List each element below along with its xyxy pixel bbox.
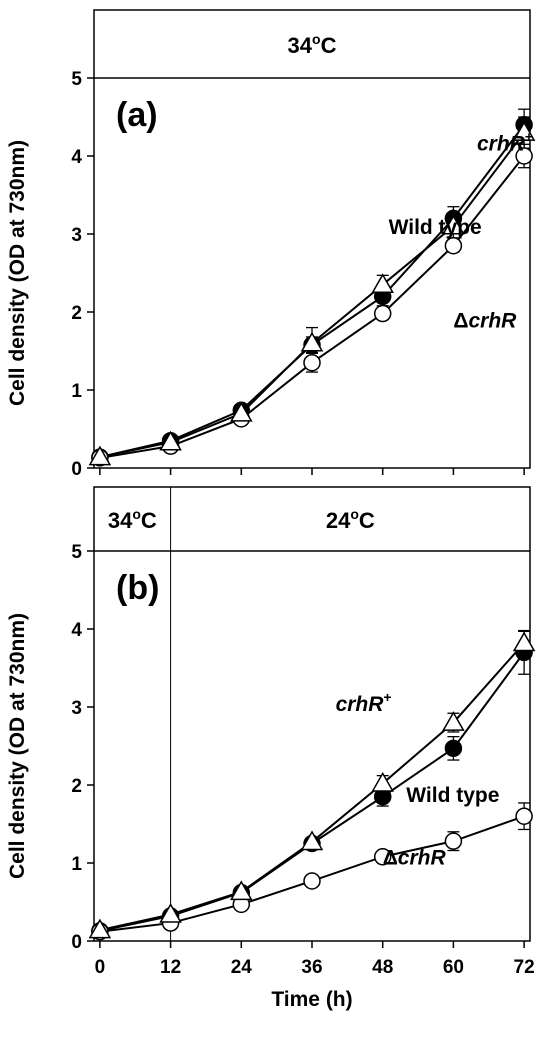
temperature-band-label: 34oC <box>108 506 157 533</box>
x-tick-label: 36 <box>301 957 322 978</box>
superscript-plus: + <box>383 689 391 705</box>
series-label-text: crhR <box>477 133 526 156</box>
series-line <box>99 155 525 459</box>
y-tick-label: 4 <box>71 147 82 168</box>
data-point-open-triangle <box>300 331 324 352</box>
data-point-filled-circle <box>444 739 463 758</box>
series-label: Wild type <box>406 784 499 807</box>
temperature-value: 24 <box>326 508 351 533</box>
data-point-open-triangle <box>230 401 253 422</box>
data-point-open-circle <box>444 236 463 255</box>
data-point-open-triangle <box>159 430 182 451</box>
temperature-value: 34 <box>108 508 133 533</box>
superscript-plus: + <box>525 129 533 145</box>
data-point-open-triangle <box>300 830 324 851</box>
x-tick-label: 72 <box>514 957 535 978</box>
series-label-text: crhR <box>468 310 517 333</box>
data-point-open-circle <box>373 848 392 866</box>
series-label: Wild type <box>389 216 482 239</box>
series-label: crhR+ <box>336 689 392 716</box>
series-label: crhR+ <box>477 129 533 156</box>
x-tick-label: 60 <box>443 957 464 978</box>
y-tick-label: 0 <box>71 932 82 953</box>
temperature-unit: C <box>321 33 337 58</box>
series-label-text: Wild type <box>389 216 482 239</box>
data-point-open-triangle <box>88 918 112 939</box>
series-line <box>99 131 525 459</box>
y-tick-label: 4 <box>71 620 82 641</box>
series-line <box>99 124 525 459</box>
series-label-text: crhR <box>398 847 447 870</box>
data-point-open-circle <box>444 832 463 850</box>
x-axis-label: Time (h) <box>271 988 352 1011</box>
degree-sign: o <box>350 506 359 522</box>
y-tick-label: 1 <box>71 381 82 402</box>
temperature-band-label: 24oC <box>326 506 375 533</box>
panel-label: (b) <box>116 569 159 607</box>
series-label-text: crhR <box>336 693 385 716</box>
x-tick-label: 12 <box>160 957 181 978</box>
data-point-open-circle <box>373 304 392 323</box>
temperature-unit: C <box>141 508 157 533</box>
temperature-unit: C <box>359 508 375 533</box>
x-tick-label: 24 <box>231 957 253 978</box>
degree-sign: o <box>132 506 141 522</box>
data-point-open-triangle <box>230 880 253 901</box>
x-tick-label: 0 <box>95 957 106 978</box>
x-tick-label: 48 <box>372 957 393 978</box>
series-label: ΔcrhR <box>383 847 447 870</box>
data-point-open-triangle <box>371 273 394 293</box>
series-label: ΔcrhR <box>453 310 517 333</box>
delta-prefix: Δ <box>453 310 468 333</box>
temperature-value: 34 <box>288 33 313 58</box>
y-tick-label: 1 <box>71 854 82 875</box>
data-point-open-triangle <box>442 214 465 235</box>
delta-prefix: Δ <box>383 847 398 870</box>
y-tick-label: 5 <box>71 542 82 563</box>
panel-label: (a) <box>116 96 158 134</box>
y-tick-label: 5 <box>71 69 82 90</box>
data-point-open-triangle <box>512 121 536 141</box>
data-point-open-circle <box>515 807 533 825</box>
y-tick-label: 2 <box>71 776 82 797</box>
data-point-open-triangle <box>159 902 182 923</box>
data-point-open-triangle <box>442 711 465 731</box>
y-tick-label: 0 <box>71 459 82 480</box>
data-point-open-circle <box>303 872 321 890</box>
data-point-open-circle <box>303 353 321 372</box>
y-tick-label: 2 <box>71 303 82 324</box>
degree-sign: o <box>312 31 321 47</box>
y-tick-label: 3 <box>71 698 82 719</box>
y-tick-label: 3 <box>71 225 82 246</box>
temperature-band-label: 34oC <box>288 31 337 58</box>
y-axis-label: Cell density (OD at 730nm) <box>6 140 29 406</box>
y-axis-label: Cell density (OD at 730nm) <box>6 613 29 879</box>
data-point-open-triangle <box>512 631 536 652</box>
data-point-open-triangle <box>371 771 394 792</box>
data-point-open-triangle <box>88 445 112 466</box>
data-point-open-circle <box>515 147 533 165</box>
series-label-text: Wild type <box>406 784 499 807</box>
